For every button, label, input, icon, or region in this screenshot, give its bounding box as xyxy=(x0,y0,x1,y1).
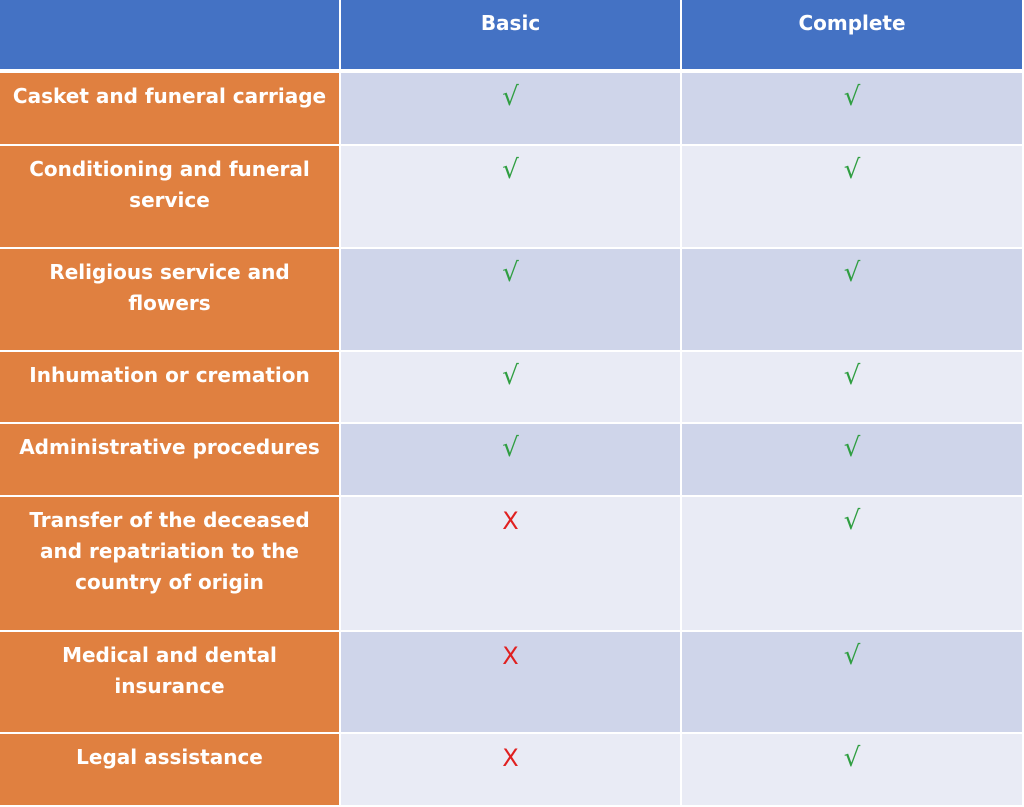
basic-mark: √ xyxy=(341,424,682,497)
complete-mark: √ xyxy=(682,352,1024,424)
row-label: Religious service and flowers xyxy=(0,249,341,352)
row-label: Administrative procedures xyxy=(0,424,341,497)
header-corner-cell xyxy=(0,0,341,73)
complete-mark: √ xyxy=(682,497,1024,632)
complete-mark: √ xyxy=(682,73,1024,146)
basic-mark: X xyxy=(341,734,682,807)
header-basic: Basic xyxy=(341,0,682,73)
basic-mark: √ xyxy=(341,146,682,249)
header-complete: Complete xyxy=(682,0,1024,73)
row-label: Legal assistance xyxy=(0,734,341,807)
row-label: Conditioning and funeral service xyxy=(0,146,341,249)
complete-mark: √ xyxy=(682,146,1024,249)
row-label: Inhumation or cremation xyxy=(0,352,341,424)
basic-mark: √ xyxy=(341,352,682,424)
basic-mark: √ xyxy=(341,73,682,146)
row-label: Transfer of the deceased and repatriatio… xyxy=(0,497,341,632)
complete-mark: √ xyxy=(682,734,1024,807)
basic-mark: √ xyxy=(341,249,682,352)
basic-mark: X xyxy=(341,497,682,632)
complete-mark: √ xyxy=(682,632,1024,734)
row-label: Medical and dental insurance xyxy=(0,632,341,734)
complete-mark: √ xyxy=(682,249,1024,352)
row-label: Casket and funeral carriage xyxy=(0,73,341,146)
basic-mark: X xyxy=(341,632,682,734)
complete-mark: √ xyxy=(682,424,1024,497)
